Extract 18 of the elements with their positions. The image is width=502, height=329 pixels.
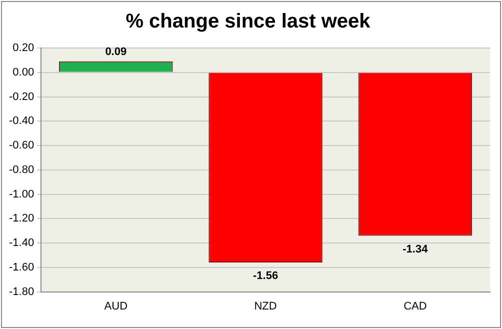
y-tick-label: -0.40: [8, 115, 34, 128]
data-label: -1.56: [252, 270, 278, 282]
y-tick-label: 0.00: [12, 66, 34, 78]
y-tick-label: -1.20: [8, 212, 34, 225]
chart-title: % change since last week: [126, 10, 372, 33]
x-tick-label: NZD: [254, 300, 277, 312]
x-tick-label: AUD: [104, 300, 128, 312]
data-label: -1.34: [402, 243, 429, 256]
y-tick-label: -1.40: [8, 237, 34, 250]
y-tick-label: -0.80: [8, 164, 34, 176]
data-label: 0.09: [105, 46, 127, 58]
y-tick-label: -0.20: [8, 90, 34, 103]
y-tick-label: -0.60: [8, 140, 34, 152]
x-tick-label: CAD: [404, 300, 427, 312]
y-tick-label: 0.20: [12, 42, 34, 54]
y-tick-label: -1.00: [8, 188, 34, 200]
y-tick-label: -1.60: [8, 261, 34, 274]
y-tick-label: -1.80: [8, 286, 34, 298]
